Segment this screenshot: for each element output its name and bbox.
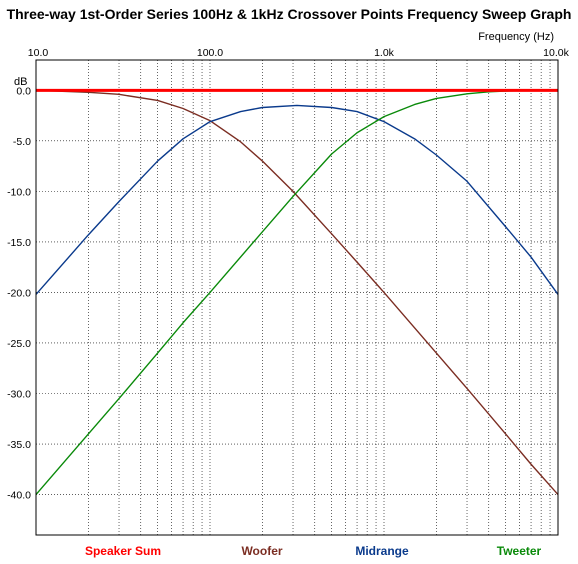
series-line-woofer	[35, 89, 559, 496]
x-tick-label: 1.0k	[374, 47, 395, 59]
y-tick-label: -15.0	[7, 237, 31, 249]
y-tick-label: -25.0	[7, 338, 31, 350]
x-axis-label: Frequency (Hz)	[478, 31, 554, 43]
y-tick-label: -30.0	[7, 389, 31, 401]
y-tick-labels: 0.0 -5.0 -10.0 -15.0 -20.0 -25.0 -30.0 -35.0 -40…	[7, 85, 31, 501]
legend-item-tweeter: Tweeter	[497, 544, 542, 558]
y-tick-label: 0.0	[16, 85, 31, 97]
y-tick-label: -10.0	[7, 186, 31, 198]
chart-title: Three-way 1st-Order Series 100Hz & 1kHz …	[7, 6, 572, 22]
y-tick-label: -5.0	[13, 136, 31, 148]
y-axis-label: dB	[14, 76, 27, 88]
series-lines	[35, 88, 559, 496]
x-tick-labels: 10.0 100.0 1.0k 10.0k	[28, 47, 570, 59]
y-tick-label: -40.0	[7, 490, 31, 502]
legend-item-midrange: Midrange	[355, 544, 409, 558]
legend: Speaker Sum Woofer Midrange Tweeter	[85, 544, 542, 558]
x-tick-label: 10.0k	[543, 47, 569, 59]
x-tick-label: 100.0	[197, 47, 223, 59]
legend-item-woofer: Woofer	[241, 544, 282, 558]
grid	[36, 60, 558, 535]
y-tick-label: -20.0	[7, 287, 31, 299]
y-tick-label: -35.0	[7, 439, 31, 451]
x-tick-label: 10.0	[28, 47, 49, 59]
legend-item-speaker-sum: Speaker Sum	[85, 544, 161, 558]
series-line-midrange	[35, 104, 559, 295]
plot-frame	[35, 59, 559, 536]
